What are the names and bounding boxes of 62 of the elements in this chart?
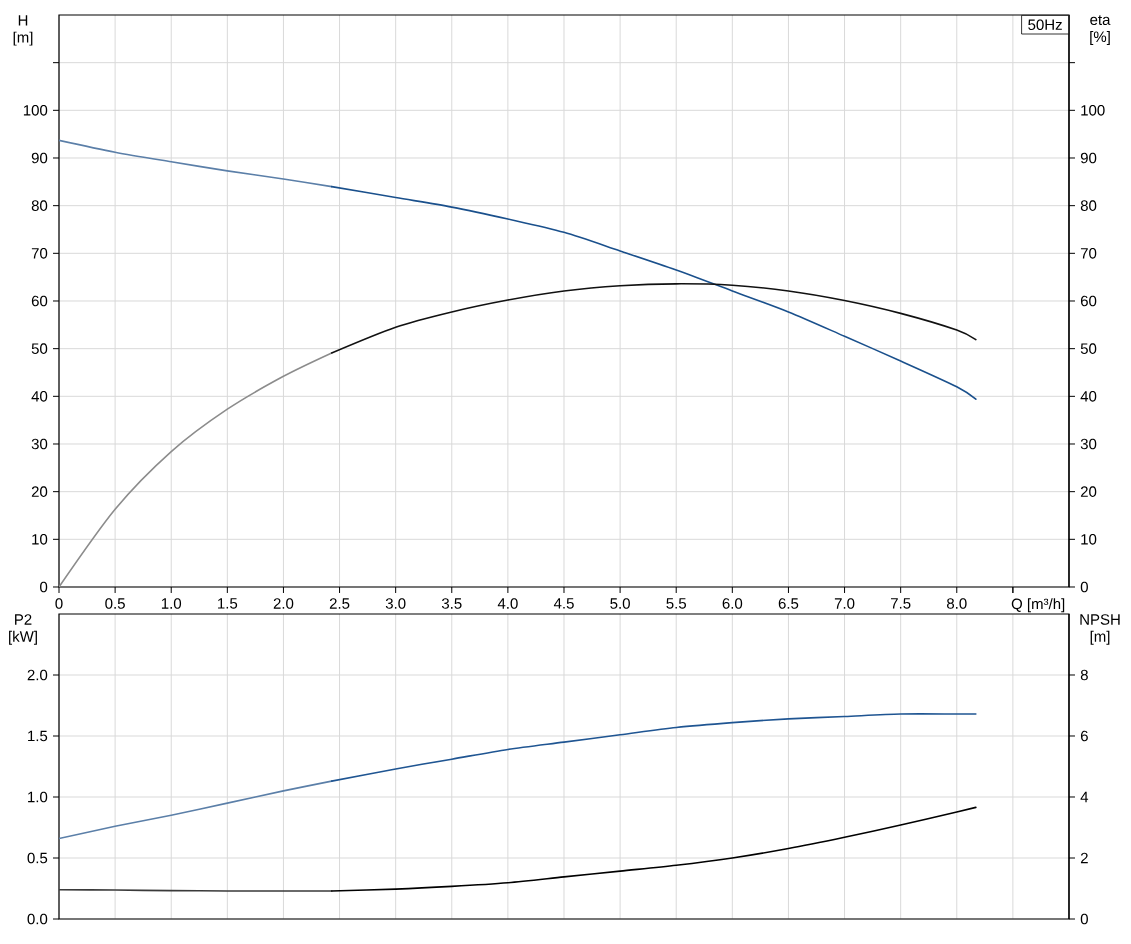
line-series: [330, 185, 977, 400]
y2-tick-label: 30: [1080, 438, 1097, 450]
y-tick-label: 90: [31, 152, 48, 164]
y-axis-title: H [m]: [13, 15, 33, 46]
y2-tick-label: 70: [1080, 248, 1097, 259]
y-tick-label: 1.5: [28, 730, 48, 742]
line-series: [330, 283, 977, 354]
y2-tick-label: 80: [1080, 200, 1097, 211]
x-tick-label: 7.0: [834, 598, 855, 609]
annotation: 50Hz: [1028, 19, 1062, 30]
x-tick-label: 2.0: [273, 598, 294, 609]
y2-axis-title: NPSH [m]: [1080, 614, 1120, 645]
y2-tick-label: 0: [1080, 581, 1088, 593]
line-series: [330, 713, 977, 782]
x-tick-label: 5.5: [666, 598, 687, 609]
y-axis-title: P2 [kW]: [9, 614, 37, 645]
y-tick-label: 70: [31, 248, 48, 259]
y2-axis-title: eta [%]: [1090, 15, 1111, 45]
y-tick-label: 0: [40, 581, 48, 593]
y2-tick-label: 20: [1080, 486, 1097, 497]
line-series: [59, 352, 333, 587]
y-tick-label: 20: [31, 486, 48, 497]
y-tick-label: 50: [31, 343, 48, 354]
y2-tick-label: 40: [1080, 391, 1097, 402]
y-tick-label: 0.5: [27, 852, 48, 864]
y2-tick-label: 6: [1080, 730, 1088, 742]
x-tick-label: 6.5: [778, 598, 799, 609]
y-tick-label: 10: [32, 534, 48, 545]
y2-tick-label: 2: [1080, 852, 1088, 864]
x-tick-label: 0: [55, 598, 63, 609]
x-tick-label: 1.0: [161, 598, 182, 609]
line-series: [59, 780, 333, 840]
x-tick-label: 8.0: [947, 598, 967, 609]
y2-tick-label: 90: [1080, 152, 1097, 164]
y2-tick-label: 8: [1080, 669, 1088, 681]
x-tick-label: 1.5: [218, 598, 238, 609]
x-tick-label: 6.0: [722, 598, 743, 609]
y2-tick-label: 0: [1080, 913, 1088, 925]
y-tick-label: 2.0: [27, 669, 48, 681]
y-tick-label: 40: [31, 391, 48, 402]
x-tick-label: 5.0: [610, 598, 630, 609]
x-tick-label: 2.5: [329, 598, 350, 609]
x-tick-label: 3.5: [441, 598, 462, 609]
y2-tick-label: 4: [1080, 791, 1089, 803]
y2-tick-label: 100: [1081, 105, 1105, 116]
x-tick-label: 4.0: [497, 598, 518, 609]
line-series: [59, 139, 333, 188]
y-tick-label: 80: [31, 200, 48, 211]
y-tick-label: 0.0: [27, 913, 48, 925]
y2-tick-label: 60: [1080, 295, 1097, 307]
x-tick-label: 7.5: [891, 598, 911, 609]
y-tick-label: 100: [23, 105, 48, 116]
x-tick-label: 3.0: [385, 598, 406, 609]
y-tick-label: 1.0: [28, 791, 48, 803]
x-tick-label: 0.5: [105, 598, 125, 609]
y2-tick-label: 50: [1080, 343, 1097, 354]
y-tick-label: 30: [31, 438, 48, 450]
y-tick-label: 60: [31, 295, 48, 307]
line-series: [330, 806, 977, 892]
x-axis-title: Q [m³/h]: [1011, 598, 1065, 613]
x-tick-label: 4.5: [553, 598, 574, 609]
y2-tick-label: 10: [1081, 534, 1097, 545]
